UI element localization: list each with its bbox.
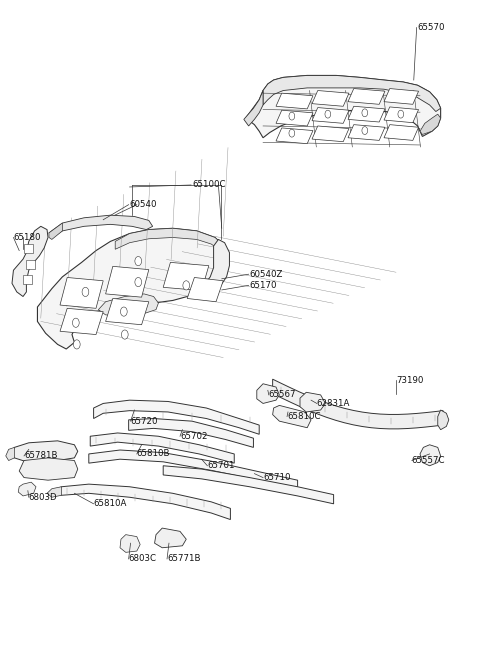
Polygon shape [420, 114, 441, 134]
Text: 65810C: 65810C [287, 412, 321, 421]
Polygon shape [163, 262, 209, 291]
Polygon shape [129, 419, 253, 447]
Polygon shape [6, 447, 14, 461]
Text: 65810B: 65810B [137, 449, 170, 459]
Polygon shape [384, 89, 419, 104]
Polygon shape [106, 298, 149, 325]
Text: 6803D: 6803D [29, 493, 58, 502]
Circle shape [72, 318, 79, 327]
Text: 60540: 60540 [130, 200, 157, 209]
Polygon shape [273, 405, 311, 428]
Circle shape [398, 110, 404, 118]
Polygon shape [47, 487, 61, 497]
Polygon shape [257, 384, 279, 403]
Polygon shape [60, 308, 103, 335]
Polygon shape [98, 294, 158, 316]
Bar [26, 260, 35, 269]
Text: 65100C: 65100C [192, 180, 226, 190]
Text: 65781B: 65781B [24, 451, 58, 461]
Polygon shape [89, 450, 298, 489]
Circle shape [183, 281, 190, 290]
Text: 65701: 65701 [207, 461, 235, 470]
Polygon shape [384, 107, 419, 123]
Polygon shape [276, 110, 313, 126]
Text: 65720: 65720 [131, 417, 158, 426]
Polygon shape [348, 125, 385, 140]
Circle shape [362, 109, 368, 117]
Circle shape [82, 287, 89, 297]
Bar [23, 275, 32, 284]
Polygon shape [244, 91, 263, 126]
Polygon shape [312, 108, 349, 123]
Polygon shape [60, 277, 103, 308]
Polygon shape [187, 277, 223, 302]
Polygon shape [438, 410, 449, 430]
Polygon shape [155, 528, 186, 548]
Text: 65710: 65710 [263, 473, 290, 482]
Circle shape [135, 277, 142, 287]
Text: 73190: 73190 [396, 376, 423, 385]
Polygon shape [348, 106, 385, 122]
Circle shape [325, 110, 331, 118]
Polygon shape [273, 379, 443, 429]
Polygon shape [19, 458, 78, 480]
Polygon shape [18, 482, 36, 496]
Circle shape [289, 112, 295, 120]
Polygon shape [115, 228, 225, 251]
Polygon shape [12, 226, 48, 297]
Polygon shape [246, 75, 441, 138]
Text: 6803C: 6803C [129, 554, 156, 564]
Polygon shape [202, 239, 229, 297]
Text: 65557C: 65557C [412, 456, 445, 465]
Text: 65702: 65702 [180, 432, 207, 441]
Polygon shape [94, 400, 259, 434]
Polygon shape [276, 128, 313, 144]
Circle shape [362, 127, 368, 134]
Polygon shape [106, 266, 149, 297]
Polygon shape [11, 441, 78, 462]
Text: 65170: 65170 [250, 281, 277, 290]
Bar [24, 244, 33, 253]
Text: 65567: 65567 [269, 390, 296, 400]
Text: 65570: 65570 [418, 23, 445, 32]
Polygon shape [384, 125, 419, 140]
Polygon shape [263, 75, 441, 112]
Polygon shape [420, 445, 441, 466]
Circle shape [120, 307, 127, 316]
Polygon shape [163, 466, 334, 504]
Text: 65810A: 65810A [94, 499, 127, 508]
Circle shape [135, 256, 142, 266]
Text: 65180: 65180 [13, 233, 41, 242]
Polygon shape [90, 433, 234, 463]
Circle shape [289, 129, 295, 137]
Polygon shape [276, 93, 313, 109]
Polygon shape [49, 215, 153, 237]
Polygon shape [49, 223, 62, 239]
Polygon shape [312, 91, 349, 106]
Polygon shape [300, 392, 325, 412]
Polygon shape [312, 126, 349, 142]
Text: 62831A: 62831A [317, 399, 350, 408]
Polygon shape [54, 484, 230, 520]
Circle shape [73, 340, 80, 349]
Text: 60540Z: 60540Z [250, 270, 283, 279]
Polygon shape [37, 228, 227, 349]
Circle shape [121, 330, 128, 339]
Polygon shape [348, 89, 385, 104]
Polygon shape [120, 535, 140, 552]
Text: 65771B: 65771B [167, 554, 201, 564]
